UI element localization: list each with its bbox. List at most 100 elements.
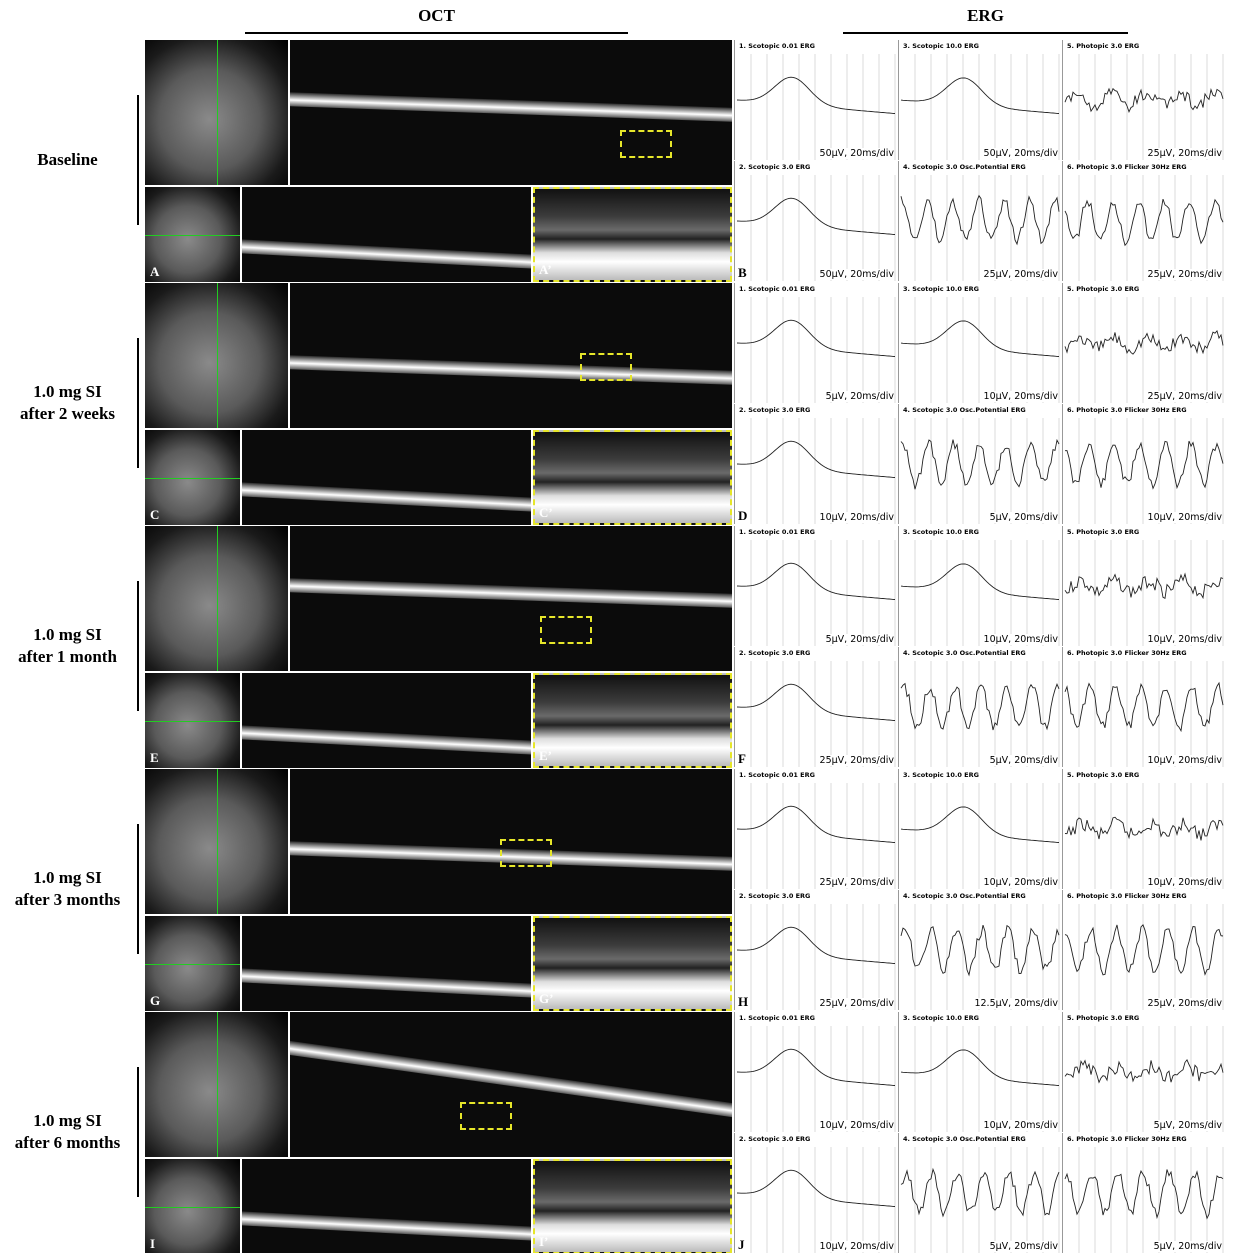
erg-trace (737, 441, 895, 477)
erg-plot (1063, 526, 1226, 646)
retina-band (242, 725, 531, 756)
erg-trace (1065, 1060, 1223, 1082)
erg-plot (899, 526, 1062, 646)
erg-plot (735, 526, 898, 646)
erg-scale: 10µV, 20ms/div (1148, 755, 1222, 766)
fundus-image (145, 526, 288, 671)
erg-title: 3. Scotopic 10.0 ERG (903, 285, 979, 293)
erg-plot (735, 1012, 898, 1132)
bracket (137, 824, 139, 954)
erg-title: 1. Scotopic 0.01 ERG (739, 285, 815, 293)
erg-scale: 10µV, 20ms/div (820, 512, 894, 523)
erg-plot (899, 40, 1062, 160)
erg-title: 1. Scotopic 0.01 ERG (739, 42, 815, 50)
erg-plot (899, 890, 1062, 1010)
scan-line (145, 721, 240, 722)
erg-plot (899, 283, 1062, 403)
erg-plot (1063, 404, 1226, 524)
row-label-line: 1.0 mg SI (0, 867, 135, 889)
scan-line (145, 235, 240, 236)
erg-scale: 12.5µV, 20ms/div (974, 998, 1058, 1009)
erg-scale: 5µV, 20ms/div (1154, 1120, 1222, 1131)
panel-letter: G’ (539, 991, 553, 1007)
erg-scale: 10µV, 20ms/div (984, 877, 1058, 888)
erg-scale: 25µV, 20ms/div (984, 269, 1058, 280)
erg-title: 4. Scotopic 3.0 Osc.Potential ERG (903, 649, 1026, 657)
erg-plot (735, 283, 898, 403)
erg-scale: 10µV, 20ms/div (984, 391, 1058, 402)
fundus-image: E (145, 673, 240, 768)
erg-scale: 50µV, 20ms/div (820, 269, 894, 280)
oct-header: OCT (245, 6, 628, 26)
erg-plot (735, 890, 898, 1010)
erg-scale: 5µV, 20ms/div (826, 391, 894, 402)
erg-panel: 1. Scotopic 0.01 ERG 5µV, 20ms/div (734, 283, 898, 403)
panel-letter: E (150, 750, 159, 766)
erg-title: 3. Scotopic 10.0 ERG (903, 528, 979, 536)
zoom-image: A’ (533, 187, 732, 282)
erg-panel: 3. Scotopic 10.0 ERG 10µV, 20ms/div (898, 526, 1062, 646)
panel-letter: H (738, 994, 748, 1010)
row-label: Baseline (0, 149, 135, 171)
panel-letter: J (738, 1237, 745, 1253)
row-label-line: 1.0 mg SI (0, 1110, 135, 1132)
erg-plot (1063, 1012, 1226, 1132)
erg-title: 1. Scotopic 0.01 ERG (739, 528, 815, 536)
erg-scale: 5µV, 20ms/div (990, 512, 1058, 523)
erg-title: 5. Photopic 3.0 ERG (1067, 42, 1139, 50)
erg-trace (737, 927, 895, 963)
panel-letter: I’ (539, 1234, 548, 1250)
erg-plot (1063, 890, 1226, 1010)
erg-plot (899, 647, 1062, 767)
retina-band (290, 355, 732, 386)
roi-box (620, 130, 672, 158)
erg-plot (1063, 1133, 1226, 1253)
rule (843, 32, 1128, 34)
panel-letter: A’ (539, 262, 552, 278)
erg-title: 6. Photopic 3.0 Flicker 30Hz ERG (1067, 1135, 1187, 1143)
oct-scan (290, 1012, 732, 1157)
erg-plot (899, 1133, 1062, 1253)
scan-line (217, 1012, 218, 1157)
erg-plot (1063, 769, 1226, 889)
erg-trace (1065, 331, 1223, 354)
erg-scale: 25µV, 20ms/div (820, 877, 894, 888)
erg-trace (901, 196, 1059, 244)
row-label-line: after 3 months (0, 889, 135, 911)
erg-scale: 10µV, 20ms/div (984, 634, 1058, 645)
fundus-image: G (145, 916, 240, 1011)
retina-band (242, 1211, 531, 1242)
erg-trace (901, 807, 1059, 843)
erg-scale: 10µV, 20ms/div (984, 1120, 1058, 1131)
erg-trace (737, 198, 895, 234)
bracket (137, 95, 139, 225)
erg-title: 5. Photopic 3.0 ERG (1067, 1014, 1139, 1022)
erg-title: 5. Photopic 3.0 ERG (1067, 528, 1139, 536)
erg-trace (1065, 1170, 1223, 1219)
erg-scale: 25µV, 20ms/div (820, 998, 894, 1009)
erg-plot (899, 404, 1062, 524)
erg-plot (735, 1133, 898, 1253)
erg-scale: 5µV, 20ms/div (826, 634, 894, 645)
erg-panel: 1. Scotopic 0.01 ERG 25µV, 20ms/div (734, 769, 898, 889)
oct-scan (290, 769, 732, 914)
row-label-line: after 1 month (0, 646, 135, 668)
erg-plot (899, 769, 1062, 889)
erg-title: 1. Scotopic 0.01 ERG (739, 771, 815, 779)
scan-line (145, 1207, 240, 1208)
erg-plot (735, 404, 898, 524)
bracket (137, 581, 139, 711)
panel-letter: G (150, 993, 160, 1009)
